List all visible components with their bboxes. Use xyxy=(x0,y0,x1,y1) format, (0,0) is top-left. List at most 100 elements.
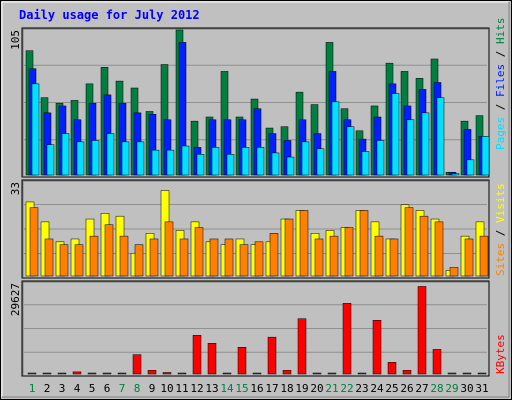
bar-kbytes-day-24 xyxy=(372,319,382,375)
legend-sites-visits: Sites / Visits xyxy=(494,183,507,276)
x-label-day-9: 9 xyxy=(149,382,156,395)
x-label-day-19: 19 xyxy=(295,382,308,395)
chart-bars xyxy=(25,29,490,375)
bar-sites-day-30 xyxy=(464,238,474,277)
bar-sites-day-31 xyxy=(479,235,489,277)
bar-kbytes-day-22 xyxy=(342,303,352,375)
bar-pages-day-14 xyxy=(226,154,235,176)
x-label-day-20: 20 xyxy=(310,382,323,395)
bar-pages-day-26 xyxy=(406,119,415,176)
x-label-day-30: 30 xyxy=(460,382,473,395)
bar-sites-day-29 xyxy=(449,267,459,277)
x-axis-labels: 1 2 3 4 5 6 7 8 9 10 11 12 13 14 15 16 17 18 19 20 21 22 23 24 2… xyxy=(29,382,489,395)
x-label-day-16: 16 xyxy=(250,382,263,395)
x-label-day-1: 1 xyxy=(29,382,36,395)
bar-sites-day-7 xyxy=(119,235,129,277)
x-label-day-14: 14 xyxy=(220,382,234,395)
bar-kbytes-day-17 xyxy=(267,336,277,375)
bar-kbytes-day-5 xyxy=(87,372,97,375)
bar-sites-day-22 xyxy=(344,227,354,277)
bar-pages-day-27 xyxy=(421,112,430,176)
bar-pages-day-13 xyxy=(211,147,220,176)
x-label-day-6: 6 xyxy=(104,382,111,395)
bar-pages-day-12 xyxy=(196,154,205,176)
x-label-day-24: 24 xyxy=(370,382,384,395)
bar-sites-day-8 xyxy=(134,244,144,277)
bar-pages-day-22 xyxy=(346,126,355,176)
bar-pages-day-8 xyxy=(136,141,145,176)
bar-sites-day-18 xyxy=(284,218,294,277)
x-label-day-15: 15 xyxy=(235,382,248,395)
bar-pages-day-5 xyxy=(91,140,100,176)
bar-kbytes-day-7 xyxy=(117,372,127,375)
bar-kbytes-day-16 xyxy=(252,372,262,375)
bar-pages-day-19 xyxy=(301,141,310,176)
bar-pages-day-31 xyxy=(481,136,490,176)
x-label-day-13: 13 xyxy=(205,382,218,395)
x-label-day-3: 3 xyxy=(59,382,66,395)
bar-sites-day-27 xyxy=(419,215,429,277)
bar-sites-day-1 xyxy=(29,207,39,277)
bar-sites-day-2 xyxy=(44,238,54,277)
bar-kbytes-day-23 xyxy=(357,372,367,375)
bar-sites-day-26 xyxy=(404,207,414,277)
x-label-day-21: 21 xyxy=(325,382,338,395)
bar-kbytes-day-28 xyxy=(432,349,442,375)
bar-kbytes-day-29 xyxy=(447,372,457,375)
x-label-day-29: 29 xyxy=(445,382,458,395)
bar-pages-day-18 xyxy=(286,156,295,176)
bar-kbytes-day-25 xyxy=(387,362,397,375)
x-label-day-31: 31 xyxy=(475,382,488,395)
bar-pages-day-3 xyxy=(61,133,70,176)
bar-pages-day-28 xyxy=(436,97,445,176)
bar-pages-day-9 xyxy=(151,149,160,176)
bar-kbytes-day-27 xyxy=(417,286,427,375)
bar-kbytes-day-1 xyxy=(27,372,37,375)
bar-sites-day-6 xyxy=(104,224,114,277)
x-label-day-17: 17 xyxy=(265,382,278,395)
bar-sites-day-12 xyxy=(194,227,204,277)
bar-pages-day-1 xyxy=(31,83,40,176)
bar-sites-day-14 xyxy=(224,238,234,277)
bar-sites-day-17 xyxy=(269,233,279,277)
bar-pages-day-30 xyxy=(466,159,475,176)
bar-sites-day-15 xyxy=(239,244,249,277)
x-label-day-26: 26 xyxy=(400,382,413,395)
bar-pages-day-16 xyxy=(256,147,265,176)
bar-sites-day-28 xyxy=(434,221,444,277)
bar-pages-day-7 xyxy=(121,141,130,176)
bar-sites-day-3 xyxy=(59,244,69,277)
x-label-day-7: 7 xyxy=(119,382,126,395)
bar-sites-day-4 xyxy=(74,244,84,277)
x-label-day-5: 5 xyxy=(89,382,96,395)
bar-sites-day-21 xyxy=(329,235,339,277)
bar-pages-day-11 xyxy=(181,145,190,176)
bar-kbytes-day-2 xyxy=(42,372,52,375)
bar-sites-day-24 xyxy=(374,235,384,277)
bar-pages-day-23 xyxy=(361,151,370,176)
chart-title: Daily usage for July 2012 xyxy=(19,8,200,22)
x-label-day-11: 11 xyxy=(175,382,188,395)
bar-kbytes-day-4 xyxy=(72,371,82,375)
bar-sites-day-9 xyxy=(149,238,159,277)
x-label-day-4: 4 xyxy=(74,382,81,395)
x-label-day-8: 8 xyxy=(134,382,141,395)
x-label-day-27: 27 xyxy=(415,382,428,395)
bar-pages-day-10 xyxy=(166,149,175,176)
bar-kbytes-day-11 xyxy=(177,372,187,375)
bar-pages-day-24 xyxy=(376,140,385,176)
legend: Pages / Files / Hits Sites / Visits KBytes xyxy=(494,18,507,375)
bar-pages-day-15 xyxy=(241,147,250,176)
bar-sites-day-13 xyxy=(209,238,219,277)
legend-kbytes: KBytes xyxy=(494,334,507,374)
bar-kbytes-day-6 xyxy=(102,372,112,375)
bar-pages-day-4 xyxy=(76,141,85,176)
bar-kbytes-day-26 xyxy=(402,370,412,375)
bar-kbytes-day-8 xyxy=(132,354,142,375)
bar-pages-day-17 xyxy=(271,152,280,176)
bar-kbytes-day-10 xyxy=(162,372,172,375)
bar-pages-day-29 xyxy=(451,173,460,176)
bar-kbytes-day-31 xyxy=(477,372,487,375)
bar-sites-day-20 xyxy=(314,238,324,277)
